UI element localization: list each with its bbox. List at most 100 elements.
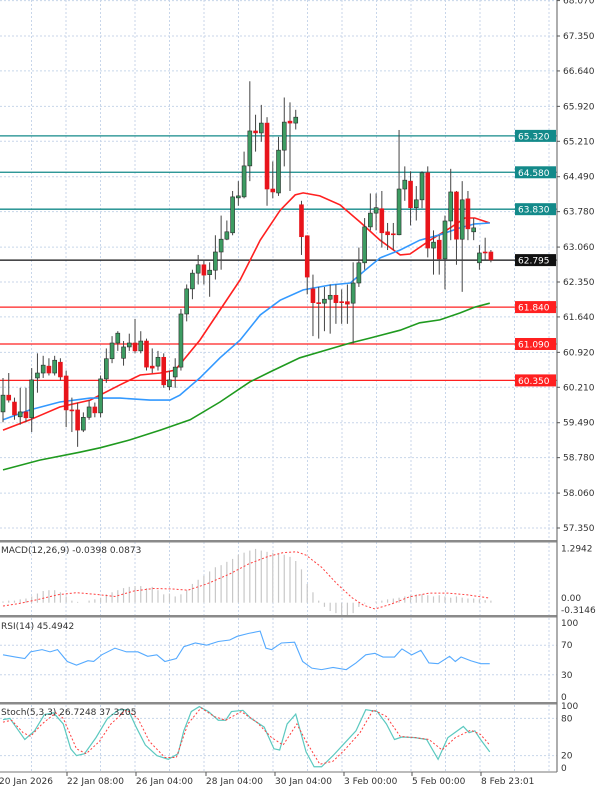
time-tick-label: 3 Feb 00:00 [344,777,398,787]
bullish-candle-body [121,346,126,359]
bullish-candle-body [471,227,476,233]
pane-separator [0,540,557,543]
candle [258,104,264,142]
bullish-candle-body [213,251,218,271]
bearish-candle-body [63,375,69,411]
candle [213,235,218,280]
time-tick-label: 26 Jan 04:00 [136,777,193,787]
rsi-axis-label: 30 [561,671,573,681]
price-levels [0,135,557,382]
price-axis: 68.070 67.350 66.640 65.920 65.210 64.490 63.7… [557,0,596,774]
bearish-candle-body [454,191,459,240]
bearish-candle-body [144,340,149,368]
bullish-candle-body [293,116,299,124]
bullish-candle-body [373,207,379,214]
bullish-candle-body [419,172,425,201]
candle [144,338,149,371]
bullish-candle-body [442,220,448,260]
bullish-candle-body [104,358,109,380]
candle [201,259,207,285]
pane-separator [0,702,557,705]
candle [161,353,167,388]
bearish-candle-body [436,239,442,260]
bearish-candle-body [253,130,258,134]
bullish-candle-body [230,196,235,234]
bullish-candle-body [207,269,212,275]
candle [81,412,86,433]
bearish-candle-body [339,301,344,303]
bullish-candle-body [362,226,367,264]
bearish-candle-body [385,231,390,236]
candle [299,200,304,255]
candle [281,97,287,167]
bullish-candle-body [224,231,230,240]
candle [327,284,333,334]
bearish-candle-body [132,342,138,352]
candle [459,181,465,292]
stoch-label: Stoch(5,3,3) 26.7248 37.3205 [1,708,136,718]
candle [12,397,17,420]
bearish-candle-body [69,409,75,412]
moving-average-line [2,222,490,421]
stoch-axis-label: 20 [561,752,573,762]
bearish-candle-body [304,235,310,278]
candle [40,355,46,378]
candle [419,171,425,209]
macd-axis-label: 0.00 [561,594,581,604]
price-tick-label: 65.920 [563,102,595,112]
bullish-candle-body [368,212,373,228]
candle [270,161,276,199]
bullish-candle-body [477,252,482,264]
bullish-candle-body [0,394,6,413]
price-tick-label: 58.780 [563,454,595,464]
candle [224,220,230,241]
bullish-candle-body [459,199,465,240]
candle [230,190,235,236]
bearish-candle-body [75,409,80,431]
time-axis: 20 Jan 2026 22 Jan 08:00 26 Jan 04:00 28 Ja… [0,772,534,787]
pane-separator [0,615,557,618]
rsi-axis-label: 0 [561,693,567,703]
support-level-label: 61.840 [518,304,550,314]
bullish-candle-body [138,340,144,352]
bearish-candle-body [425,172,431,249]
bullish-candle-body [40,364,46,374]
bullish-candle-body [172,366,178,378]
bullish-candle-body [322,298,327,304]
candle [391,222,396,251]
bullish-candle-body [190,272,195,290]
candle [396,129,402,236]
bullish-candle-body [115,332,121,344]
candle [115,331,121,351]
candle [109,336,115,364]
candle [104,348,109,383]
candle [333,284,339,324]
bullish-candle-body [241,165,247,198]
candle [454,190,459,265]
resistance-level-label: 64.580 [518,169,550,179]
time-tick-label: 20 Jan 2026 [0,777,53,787]
pane-labels: MACD(12,26,9) -0.0398 0.0873 RSI(14) 45.… [1,546,141,718]
candle [373,193,379,231]
stoch-axis-label: 0 [561,764,567,774]
price-tick-label: 65.210 [563,137,595,147]
bearish-candle-body [488,251,494,261]
candle [477,245,482,270]
candle [413,186,419,221]
candle [149,348,155,374]
bearish-candle-body [345,301,350,305]
resistance-level-label-bg [515,203,556,216]
bullish-candle-body [86,406,92,418]
bullish-candle-body [17,411,23,418]
time-tick-label: 28 Jan 04:00 [206,777,263,787]
bearish-candle-body [149,365,155,369]
bullish-candle-body [281,121,287,151]
price-tick-label: 63.780 [563,208,595,218]
stoch-axis-label: 80 [561,714,573,724]
candle [379,190,385,248]
bearish-candle-body [316,302,322,304]
candle [190,269,195,300]
bullish-candle-body [236,195,241,199]
bullish-candle-body [218,238,224,253]
